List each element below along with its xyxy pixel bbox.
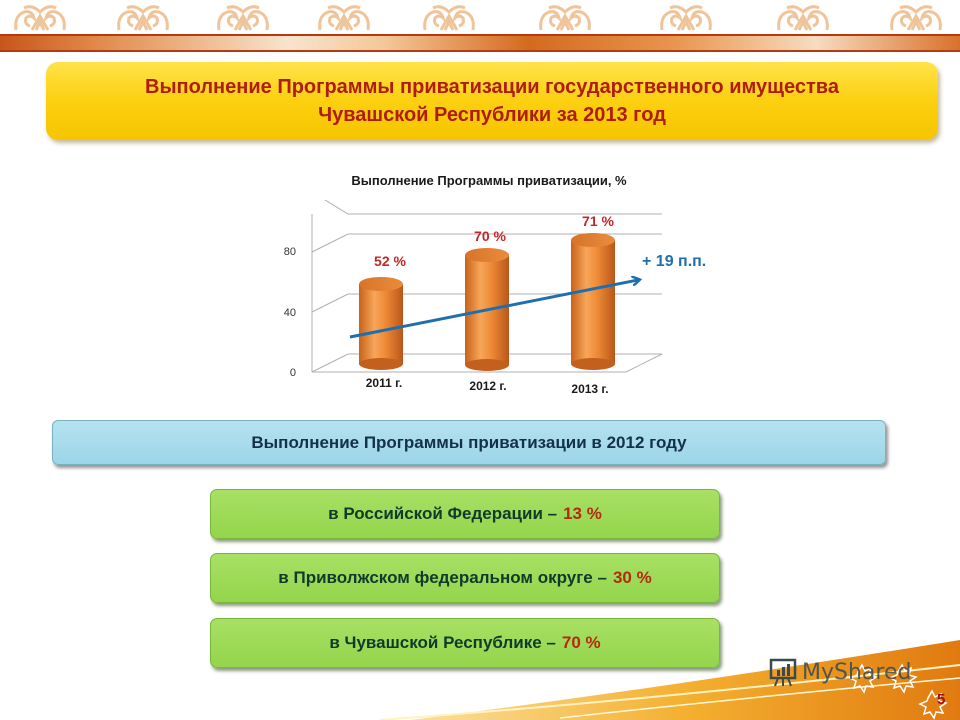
chart-gridlines [311, 200, 663, 373]
page-number: 5 [937, 691, 946, 708]
bar-2013 [571, 233, 615, 370]
x-axis-labels: 2011 г. 2012 г. 2013 г. [366, 376, 609, 396]
trend-arrow-icon [349, 280, 638, 339]
data-label-2012: 70 % [474, 228, 506, 244]
summary-item-value: 30 % [612, 568, 652, 587]
ornament-pattern-icon [14, 5, 942, 32]
y-tick: 40 [284, 307, 296, 319]
y-axis-ticks: 0 40 80 [284, 246, 296, 379]
data-labels: 52 % 70 % 71 % [374, 213, 614, 269]
bottom-swoosh-decoration [379, 640, 960, 720]
slide-title-line-2: Чувашской Республики за 2013 год [318, 104, 666, 126]
watermark: MyShared [768, 656, 911, 688]
growth-annotation: + 19 п.п. [642, 253, 706, 270]
x-label: 2011 г. [366, 376, 403, 390]
decorative-band [0, 34, 960, 52]
summary-header: Выполнение Программы приватизации в 2012… [52, 420, 886, 465]
slide-title-line-1: Выполнение Программы приватизации госуда… [145, 76, 839, 98]
slide-title-box: Выполнение Программы приватизации госуда… [46, 62, 938, 140]
summary-item-value: 13 % [563, 504, 602, 523]
y-tick: 0 [290, 367, 296, 379]
top-ornament-band [0, 0, 960, 52]
chart-title: Выполнение Программы приватизации, % [351, 173, 627, 188]
bar-2011 [359, 277, 403, 370]
star-ornament-icon [848, 663, 948, 720]
data-label-2011: 52 % [374, 253, 406, 269]
presentation-board-icon [769, 658, 797, 687]
bar-chart: 0 40 80 52 % 70 % 71 % + 19 п.п. 2011 г.… [284, 200, 706, 396]
y-tick: 80 [284, 246, 296, 258]
summary-item-label: в Приволжском федеральном округе – [278, 568, 607, 587]
x-label: 2013 г. [571, 382, 608, 396]
watermark-text: MyShared [802, 659, 912, 685]
summary-item-label: в Чувашской Республике – [329, 633, 556, 652]
summary-item-label: в Российской Федерации – [328, 504, 558, 523]
summary-item-chuvashia: в Чувашской Республике – 70 % [210, 618, 720, 668]
summary-item-volga-district: в Приволжском федеральном округе – 30 % [210, 553, 720, 603]
data-label-2013: 71 % [582, 213, 614, 229]
summary-item-russia: в Российской Федерации – 13 % [210, 489, 720, 539]
summary-item-value: 70 % [561, 633, 601, 652]
x-label: 2012 г. [469, 379, 506, 393]
